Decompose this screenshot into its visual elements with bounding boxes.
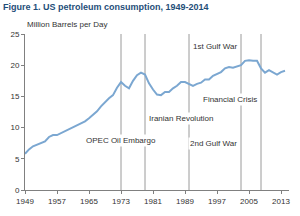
svg-text:Million Barrels per Day: Million Barrels per Day <box>27 20 107 29</box>
svg-text:1957: 1957 <box>48 197 66 206</box>
svg-text:10: 10 <box>10 123 19 132</box>
svg-text:1989: 1989 <box>176 197 194 206</box>
svg-text:Figure 1. US petroleum consump: Figure 1. US petroleum consumption, 1949… <box>3 2 209 12</box>
svg-text:2013: 2013 <box>272 197 290 206</box>
svg-text:15: 15 <box>10 92 19 101</box>
svg-text:1965: 1965 <box>80 197 98 206</box>
svg-text:1973: 1973 <box>112 197 130 206</box>
svg-text:1949: 1949 <box>16 197 34 206</box>
svg-text:0: 0 <box>15 186 20 195</box>
svg-text:Financial Crisis: Financial Crisis <box>203 95 257 104</box>
svg-text:20: 20 <box>10 61 19 70</box>
svg-text:2nd Gulf War: 2nd Gulf War <box>190 139 237 148</box>
svg-text:Iranian Revolution: Iranian Revolution <box>149 114 213 123</box>
svg-text:OPEC Oil Embargo: OPEC Oil Embargo <box>86 136 156 145</box>
svg-text:1981: 1981 <box>144 197 162 206</box>
svg-text:1997: 1997 <box>208 197 226 206</box>
svg-text:5: 5 <box>15 155 20 164</box>
svg-text:25: 25 <box>10 30 19 39</box>
svg-text:1st Gulf War: 1st Gulf War <box>193 42 237 51</box>
svg-text:2005: 2005 <box>240 197 258 206</box>
